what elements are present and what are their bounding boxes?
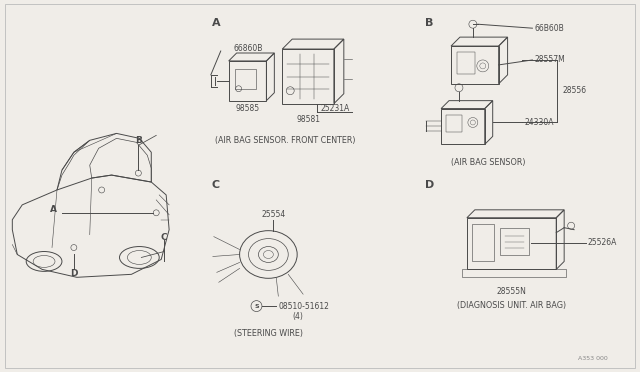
Text: A: A <box>211 18 220 28</box>
Bar <box>457 52 475 74</box>
Text: B: B <box>425 18 433 28</box>
Text: 25526A: 25526A <box>588 238 618 247</box>
Bar <box>446 115 462 132</box>
Text: (AIR BAG SENSOR): (AIR BAG SENSOR) <box>451 158 526 167</box>
Text: 08510-51612: 08510-51612 <box>278 302 329 311</box>
Text: A: A <box>50 205 57 214</box>
Bar <box>462 269 566 277</box>
Text: (STEERING WIRE): (STEERING WIRE) <box>234 329 303 339</box>
Text: D: D <box>424 180 434 190</box>
Bar <box>441 109 484 144</box>
Text: 98581: 98581 <box>296 115 320 124</box>
Bar <box>467 218 556 269</box>
Text: C: C <box>212 180 220 190</box>
Text: S: S <box>254 304 259 309</box>
Text: (AIR BAG SENSOR. FRONT CENTER): (AIR BAG SENSOR. FRONT CENTER) <box>215 136 355 145</box>
Text: B: B <box>135 136 142 145</box>
Bar <box>451 46 499 84</box>
Text: 25231A: 25231A <box>320 104 349 113</box>
Text: 66B60B: 66B60B <box>534 24 564 33</box>
Text: (4): (4) <box>292 311 303 321</box>
Text: 24330A: 24330A <box>524 118 554 127</box>
Text: D: D <box>70 269 77 278</box>
Bar <box>235 69 257 89</box>
Bar <box>282 49 334 104</box>
Text: (DIAGNOSIS UNIT. AIR BAG): (DIAGNOSIS UNIT. AIR BAG) <box>457 301 566 310</box>
Bar <box>500 228 529 256</box>
Text: 66860B: 66860B <box>234 44 263 52</box>
Bar <box>472 224 493 262</box>
Text: C: C <box>161 233 168 242</box>
Text: 28556: 28556 <box>562 86 586 95</box>
Text: 98585: 98585 <box>236 104 260 113</box>
Bar <box>228 61 266 101</box>
Text: 28557M: 28557M <box>534 55 565 64</box>
Text: 28555N: 28555N <box>497 287 527 296</box>
Text: A353 000: A353 000 <box>578 356 608 361</box>
Text: 25554: 25554 <box>261 210 285 219</box>
